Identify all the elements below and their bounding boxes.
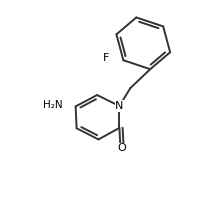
Text: O: O: [117, 143, 126, 153]
Text: H₂N: H₂N: [43, 100, 62, 110]
Text: F: F: [103, 53, 110, 63]
Text: N: N: [115, 101, 124, 111]
